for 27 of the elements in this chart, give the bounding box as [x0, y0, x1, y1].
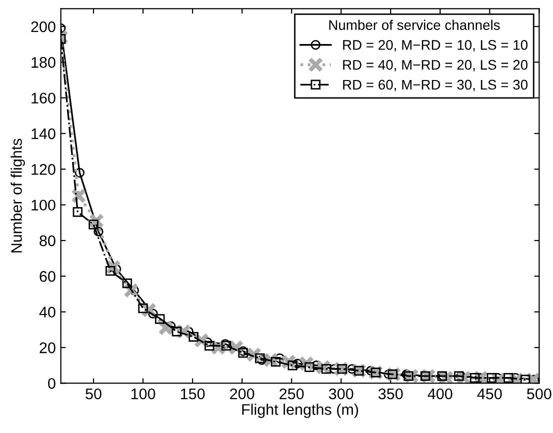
x-tick-label: 500 [527, 388, 552, 400]
y-tick-label: 200 [31, 21, 56, 32]
x-tick-label: 50 [86, 388, 102, 400]
legend-title: Number of service channels [329, 20, 500, 30]
x-tick-label: 150 [180, 388, 205, 400]
x-axis-title: Flight lengths (m) [242, 404, 358, 418]
legend-label: RD = 20, M−RD = 10, LS = 10 [343, 40, 528, 52]
legend-label: RD = 40, M−RD = 20, LS = 20 [343, 60, 528, 72]
x-tick-label: 200 [230, 388, 254, 400]
y-tick-label: 140 [32, 128, 56, 140]
y-tick-label: 60 [40, 271, 56, 282]
y-axis-title: Number of flights [10, 138, 25, 252]
y-tick-label: 100 [32, 200, 56, 211]
legend-label: RD = 60, M−RD = 30, LS = 30 [343, 80, 528, 92]
x-tick-label: 400 [428, 388, 452, 400]
x-tick-label: 100 [131, 388, 156, 400]
y-tick-label: 20 [40, 342, 56, 354]
x-tick-label: 250 [280, 388, 304, 400]
x-tick-label: 350 [378, 388, 403, 400]
x-tick-label: 450 [477, 388, 502, 400]
y-tick-label: 120 [32, 164, 56, 175]
y-tick-label: 180 [32, 57, 56, 68]
y-tick-label: 160 [32, 92, 56, 104]
y-tick-label: 80 [40, 235, 56, 246]
y-tick-label: 40 [39, 306, 56, 318]
x-tick-label: 300 [328, 388, 354, 400]
y-tick-label: 0 [48, 378, 56, 389]
